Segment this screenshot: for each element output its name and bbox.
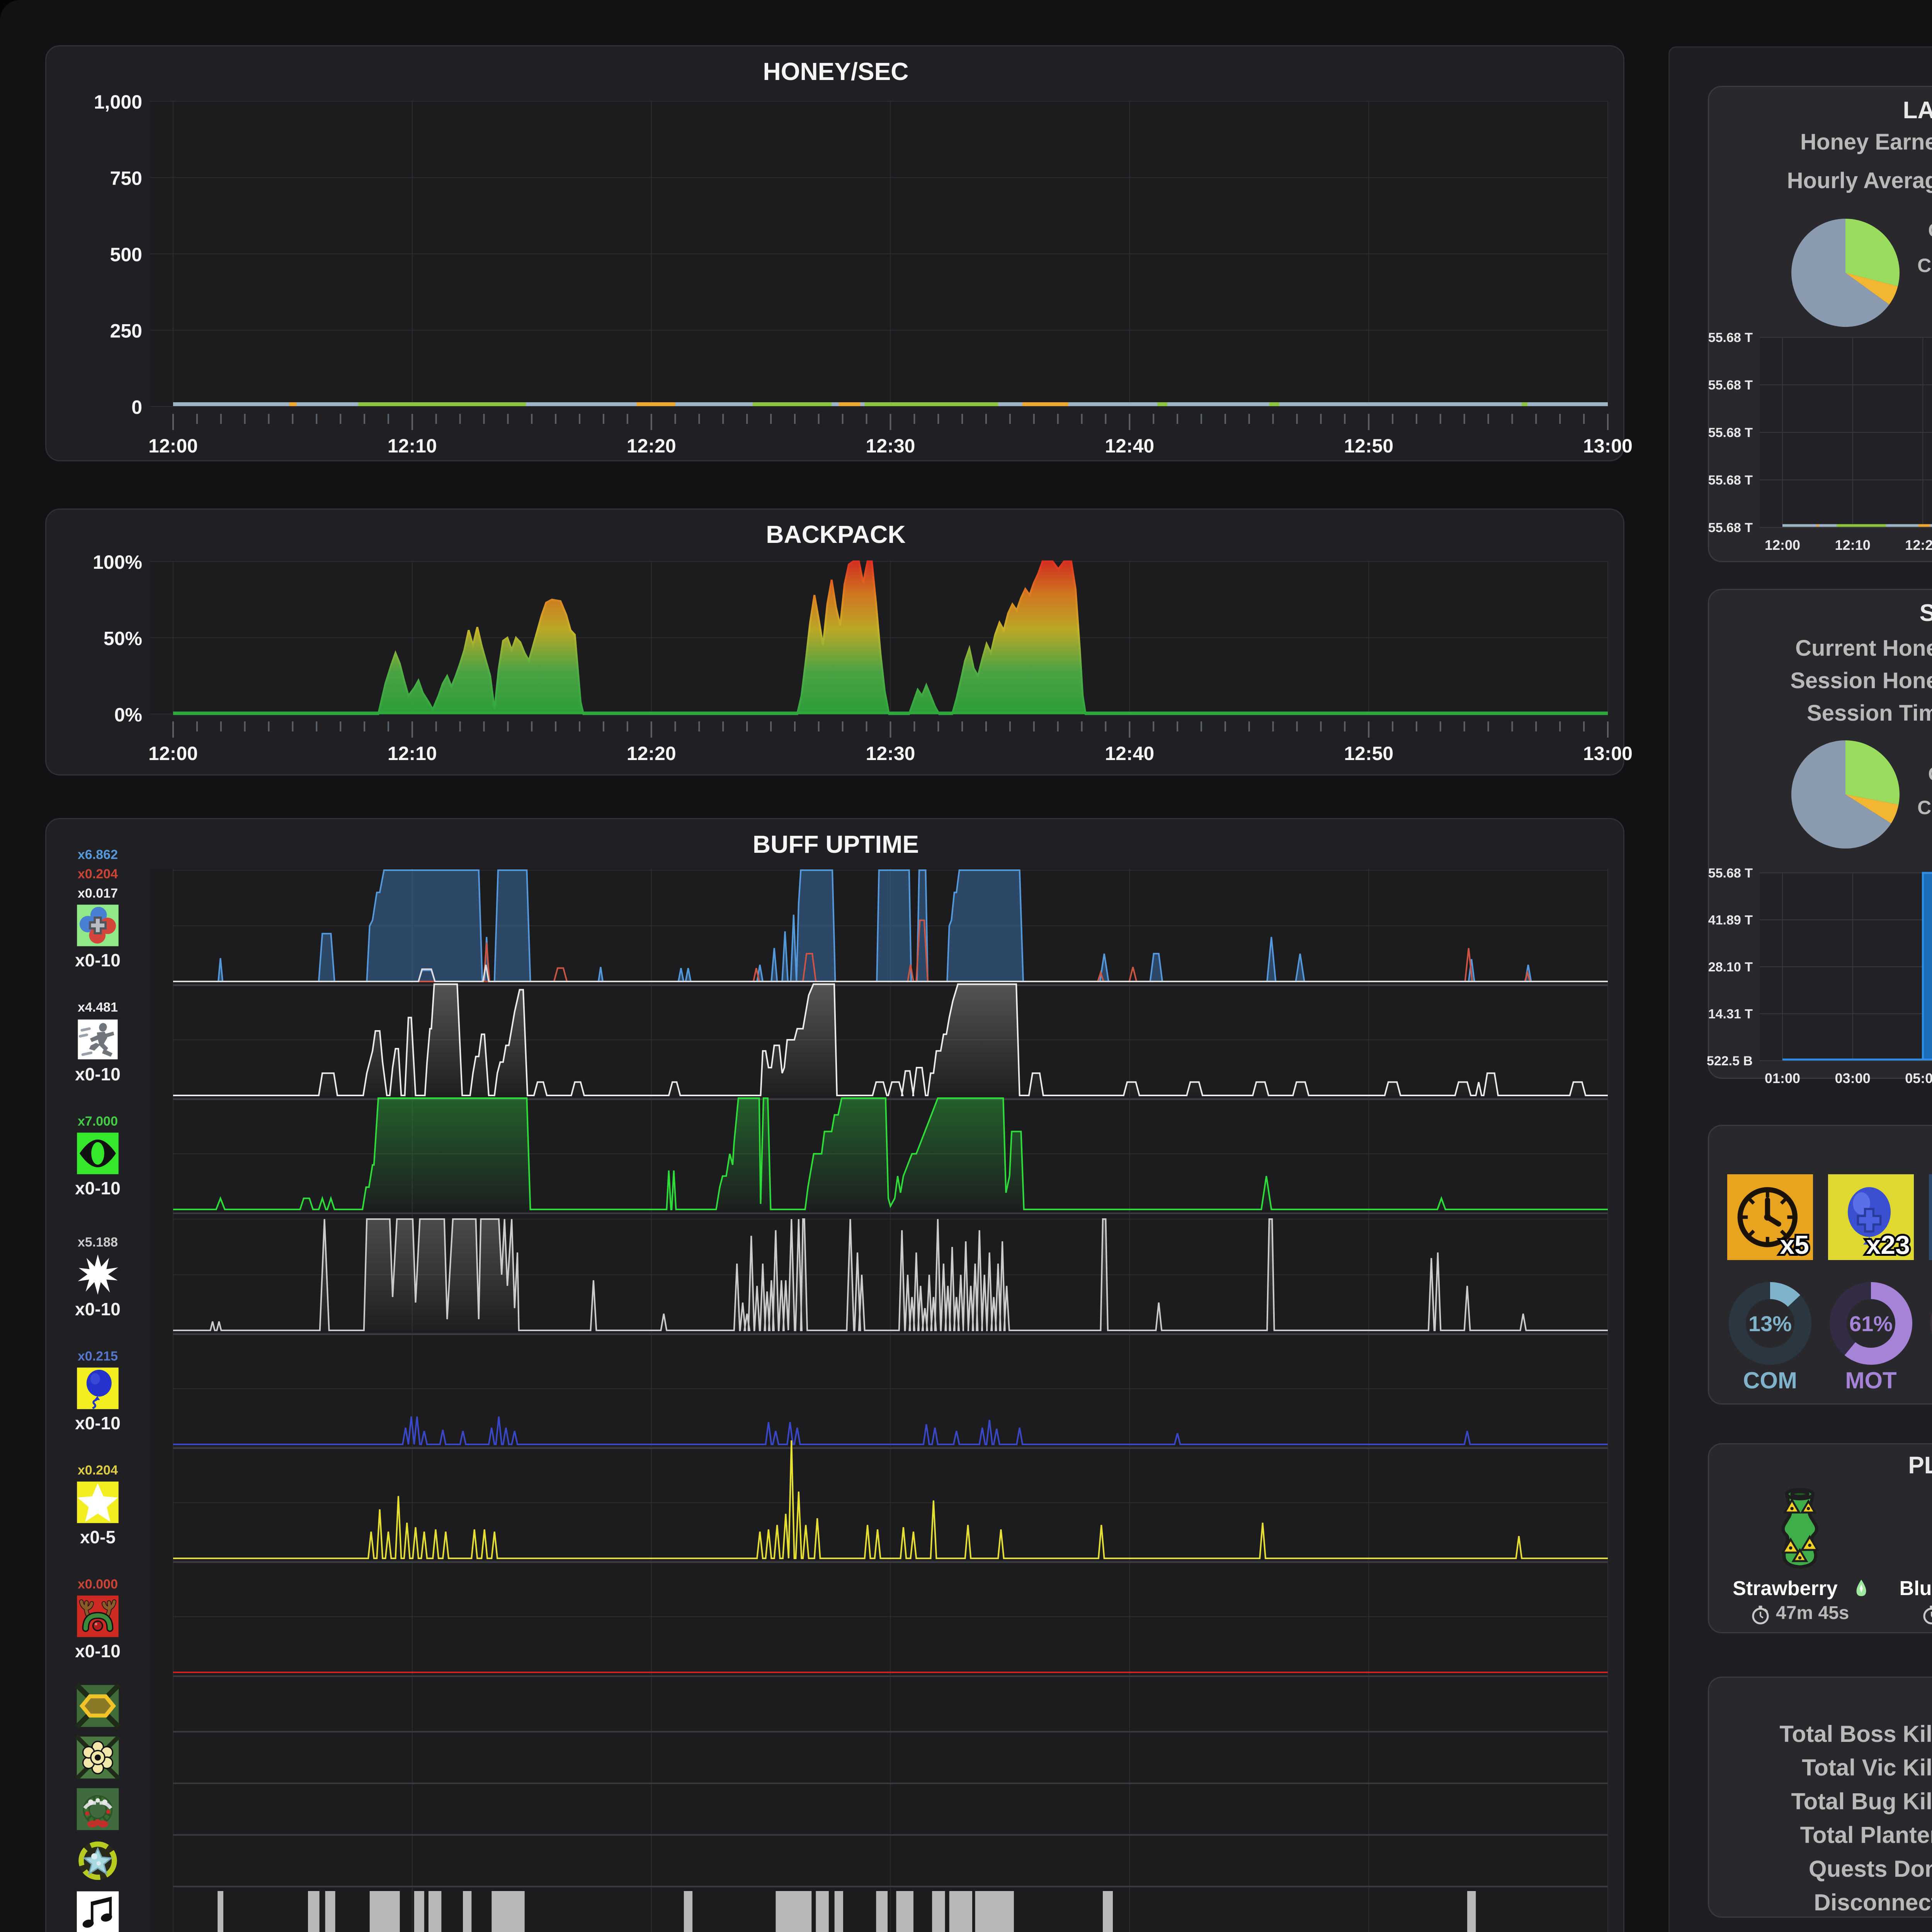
svg-text:14.31 T: 14.31 T <box>1708 1007 1753 1022</box>
svg-text:12:50: 12:50 <box>1344 435 1393 457</box>
svg-text:12:30: 12:30 <box>866 435 915 457</box>
svg-text:Hourly Average: Hourly Average <box>1787 168 1932 193</box>
svg-text:x5.188: x5.188 <box>78 1235 118 1250</box>
svg-text:x0-10: x0-10 <box>75 1641 121 1661</box>
svg-text:500: 500 <box>110 244 142 265</box>
svg-text:Total Planters: Total Planters <box>1800 1822 1932 1848</box>
svg-text:Session Honey: Session Honey <box>1790 668 1932 693</box>
svg-text:Blue Flower: Blue Flower <box>1900 1577 1932 1600</box>
svg-text:12:50: 12:50 <box>1344 743 1393 764</box>
svg-text:LAST HOUR: LAST HOUR <box>1903 97 1932 124</box>
svg-text:12:40: 12:40 <box>1105 743 1154 764</box>
svg-text:BUFF UPTIME: BUFF UPTIME <box>753 830 919 858</box>
svg-text:Gather: Gather <box>1928 763 1932 785</box>
svg-text:12:00: 12:00 <box>1765 537 1800 553</box>
svg-text:x0-10: x0-10 <box>75 950 121 970</box>
svg-text:x0.000: x0.000 <box>78 1577 118 1592</box>
svg-text:Convert: Convert <box>1917 255 1932 276</box>
svg-text:Strawberry: Strawberry <box>1733 1577 1838 1600</box>
svg-text:13:00: 13:00 <box>1583 743 1633 764</box>
svg-text:x0-10: x0-10 <box>75 1413 121 1433</box>
svg-text:13%: 13% <box>1748 1311 1792 1336</box>
svg-text:Total Vic Kills: Total Vic Kills <box>1802 1755 1932 1781</box>
svg-text:MOT: MOT <box>1845 1367 1896 1393</box>
svg-text:522.5 B: 522.5 B <box>1707 1054 1753 1068</box>
svg-text:0: 0 <box>131 396 142 418</box>
svg-text:x7.000: x7.000 <box>78 1114 118 1129</box>
svg-text:12:00: 12:00 <box>148 743 198 764</box>
svg-text:12:40: 12:40 <box>1105 435 1154 457</box>
svg-text:Total Bug Kills: Total Bug Kills <box>1791 1788 1932 1814</box>
svg-text:55.68 T: 55.68 T <box>1708 520 1753 535</box>
svg-text:12:20: 12:20 <box>627 435 676 457</box>
svg-text:Session Time: Session Time <box>1807 701 1932 726</box>
svg-text:55.68 T: 55.68 T <box>1708 425 1753 440</box>
svg-text:x0.204: x0.204 <box>78 867 118 881</box>
svg-text:x6.862: x6.862 <box>78 847 118 862</box>
svg-text:01:00: 01:00 <box>1765 1070 1800 1086</box>
svg-text:x0.204: x0.204 <box>78 1463 118 1478</box>
svg-text:SESSION: SESSION <box>1920 600 1932 626</box>
svg-text:50%: 50% <box>104 628 142 650</box>
svg-text:05:00: 05:00 <box>1905 1070 1932 1086</box>
svg-text:12:10: 12:10 <box>388 743 437 764</box>
svg-text:x0.215: x0.215 <box>78 1349 118 1364</box>
svg-text:COM: COM <box>1743 1367 1797 1393</box>
svg-text:x0-10: x0-10 <box>75 1064 121 1084</box>
svg-text:BACKPACK: BACKPACK <box>766 520 905 548</box>
svg-text:0%: 0% <box>114 704 142 726</box>
svg-text:13:00: 13:00 <box>1583 435 1633 457</box>
svg-text:61%: 61% <box>1849 1311 1893 1336</box>
svg-text:PLANTERS: PLANTERS <box>1908 1452 1932 1479</box>
svg-text:28.10 T: 28.10 T <box>1708 960 1753 975</box>
svg-text:12:00: 12:00 <box>148 435 198 457</box>
svg-text:x23: x23 <box>1866 1230 1910 1260</box>
svg-text:12:20: 12:20 <box>627 743 676 764</box>
svg-text:12:10: 12:10 <box>1835 537 1871 553</box>
svg-text:x0-10: x0-10 <box>75 1178 121 1198</box>
svg-text:12:30: 12:30 <box>866 743 915 764</box>
svg-text:55.68 T: 55.68 T <box>1708 330 1753 345</box>
svg-text:Disconnects: Disconnects <box>1814 1889 1932 1915</box>
svg-text:47m 45s: 47m 45s <box>1776 1603 1849 1623</box>
svg-text:Current Honey: Current Honey <box>1795 636 1932 661</box>
svg-text:03:00: 03:00 <box>1835 1070 1871 1086</box>
svg-text:x4.481: x4.481 <box>78 1000 118 1015</box>
svg-text:41.89 T: 41.89 T <box>1708 913 1753 928</box>
svg-text:x0-5: x0-5 <box>80 1527 116 1547</box>
svg-text:x0-10: x0-10 <box>75 1299 121 1319</box>
svg-text:100%: 100% <box>93 551 142 573</box>
svg-text:250: 250 <box>110 320 142 342</box>
svg-text:750: 750 <box>110 168 142 189</box>
svg-text:55.68 T: 55.68 T <box>1708 866 1753 881</box>
svg-text:Total Boss Kills: Total Boss Kills <box>1779 1721 1932 1747</box>
svg-text:Gather: Gather <box>1928 219 1932 241</box>
svg-text:12:20: 12:20 <box>1905 537 1932 553</box>
svg-text:1,000: 1,000 <box>94 91 142 113</box>
svg-text:Convert: Convert <box>1917 797 1932 818</box>
svg-text:Honey Earned: Honey Earned <box>1800 129 1932 155</box>
svg-text:12:10: 12:10 <box>388 435 437 457</box>
svg-text:55.68 T: 55.68 T <box>1708 378 1753 393</box>
svg-text:x5: x5 <box>1780 1230 1809 1260</box>
svg-text:x0.017: x0.017 <box>78 886 118 901</box>
svg-text:55.68 T: 55.68 T <box>1708 473 1753 488</box>
svg-text:Quests Done: Quests Done <box>1809 1856 1932 1882</box>
svg-text:HONEY/SEC: HONEY/SEC <box>763 58 909 85</box>
